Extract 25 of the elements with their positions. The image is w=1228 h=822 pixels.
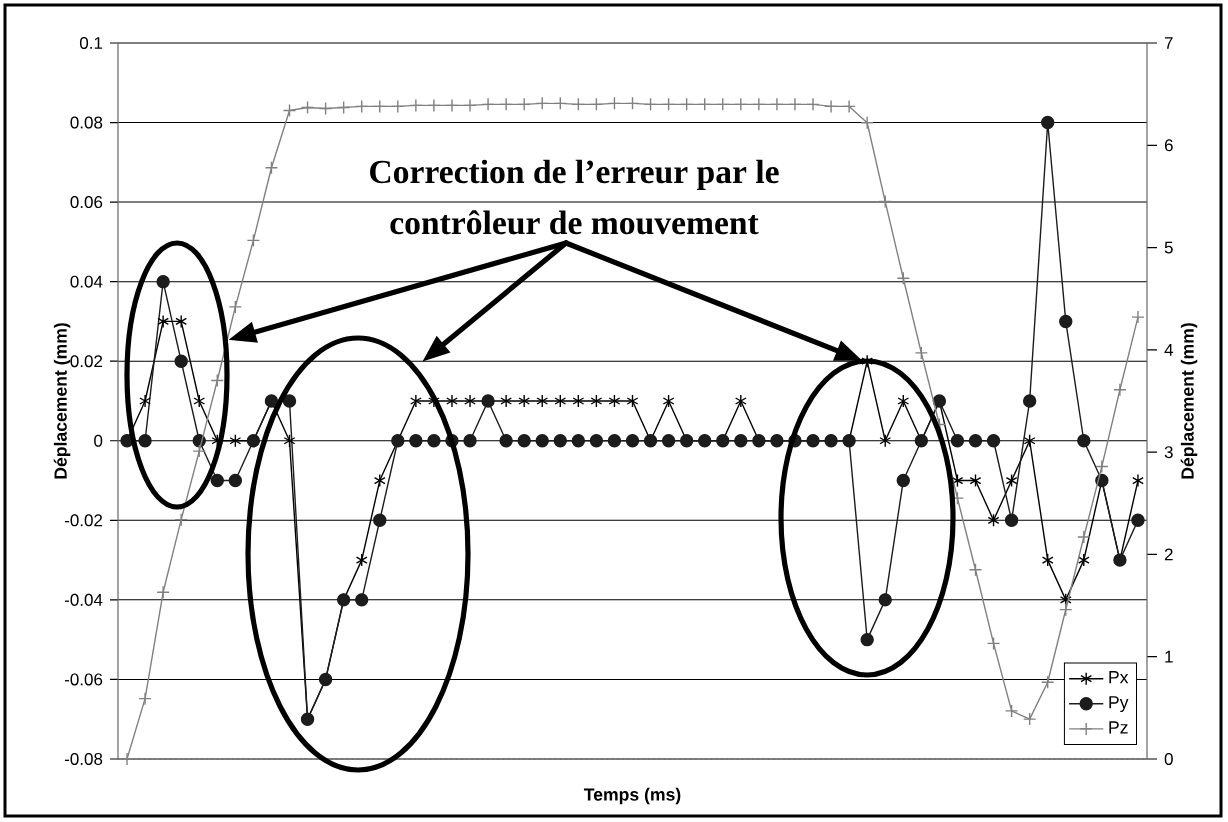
y-tick-label: -0.04 bbox=[64, 593, 103, 606]
legend-label: Py bbox=[1109, 696, 1129, 712]
y2-tick-label: 7 bbox=[1164, 37, 1173, 49]
y-tick-label: 0.02 bbox=[70, 355, 103, 368]
y2-tick-label: 6 bbox=[1164, 139, 1173, 152]
annotation: Correction de l’erreur par le contrôleur de mouvement bbox=[370, 159, 779, 235]
y-axis-title: Déplacement (mm) bbox=[53, 323, 71, 479]
y-tick-label: -0.02 bbox=[64, 514, 103, 527]
legend-label: Px bbox=[1109, 671, 1129, 684]
y-tick-label: -0.08 bbox=[64, 752, 103, 765]
y2-tick-label: 1 bbox=[1165, 650, 1173, 663]
y-tick-label: 0.1 bbox=[79, 36, 103, 49]
y-tick-label: 0.06 bbox=[70, 196, 103, 209]
y2-tick-label: 0 bbox=[1164, 752, 1173, 765]
y2-tick-label: 5 bbox=[1164, 241, 1173, 254]
y-tick-label: 0.08 bbox=[70, 116, 103, 129]
y-tick-label: -0.06 bbox=[64, 673, 103, 686]
y2-tick-label: 4 bbox=[1164, 344, 1174, 356]
y2-axis-title: Déplacement (mm) bbox=[1180, 323, 1198, 479]
legend-label: Pz bbox=[1109, 721, 1128, 734]
y-tick-label: 0.04 bbox=[70, 275, 103, 288]
y-tick-label: 0 bbox=[94, 434, 103, 447]
x-axis-title: Temps (ms) bbox=[583, 787, 681, 805]
y2-tick-label: 3 bbox=[1164, 446, 1173, 459]
y2-tick-label: 2 bbox=[1164, 548, 1173, 561]
